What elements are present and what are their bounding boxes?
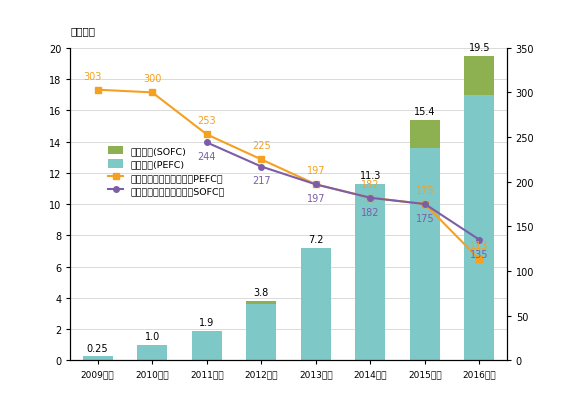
Bar [83, 356, 113, 360]
Text: 0.25: 0.25 [87, 343, 109, 353]
Bar [410, 120, 440, 148]
Bar [410, 148, 440, 360]
Text: 135: 135 [470, 249, 489, 259]
Text: 15.4: 15.4 [414, 107, 436, 116]
Text: 11.3: 11.3 [360, 171, 381, 180]
Bar [246, 301, 276, 304]
Text: 244: 244 [198, 152, 216, 162]
Bar [355, 184, 385, 360]
Text: （万台）: （万台） [70, 26, 95, 36]
Text: 175: 175 [415, 213, 434, 224]
Text: 3.8: 3.8 [254, 287, 269, 297]
Bar [246, 304, 276, 360]
Text: 300: 300 [143, 74, 162, 84]
Text: 303: 303 [83, 72, 101, 81]
Text: 7.2: 7.2 [308, 234, 324, 244]
Text: 113: 113 [470, 241, 489, 251]
Bar [464, 96, 494, 360]
Bar [192, 331, 222, 360]
Text: 182: 182 [361, 207, 379, 217]
Bar [137, 345, 167, 360]
Text: 197: 197 [307, 166, 325, 176]
Text: 253: 253 [198, 116, 216, 126]
Text: 1.0: 1.0 [145, 331, 160, 341]
Text: 217: 217 [252, 176, 271, 186]
Text: 182: 182 [361, 179, 379, 190]
Text: 225: 225 [252, 141, 271, 151]
Text: 175: 175 [415, 185, 434, 196]
Text: 1.9: 1.9 [199, 317, 215, 327]
Bar [464, 56, 494, 96]
Bar [301, 248, 331, 360]
Text: 197: 197 [307, 194, 325, 204]
Legend: 普及台数(SOFC), 普及台数(PEFC), エネファーム販売価格（PEFC）, エネファーム販売価格（SOFC）: 普及台数(SOFC), 普及台数(PEFC), エネファーム販売価格（PEFC）… [106, 144, 227, 198]
Text: 19.5: 19.5 [468, 43, 490, 53]
